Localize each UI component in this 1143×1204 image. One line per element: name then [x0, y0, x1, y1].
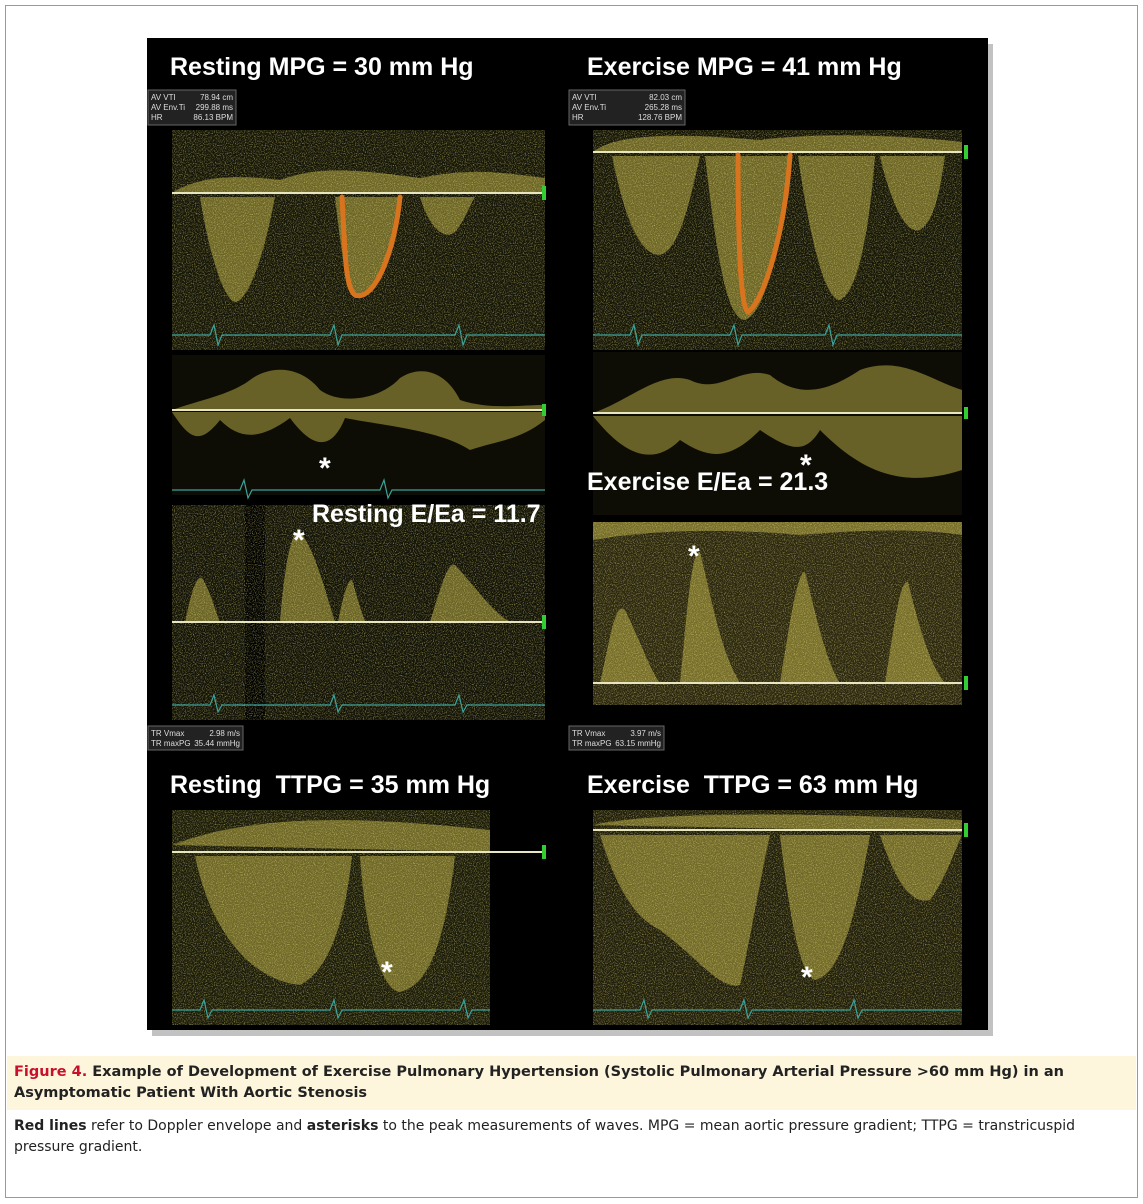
measurement-box: TR Vmax 2.98 m/s TR maxPG 35.44 mmHg	[148, 726, 243, 750]
box-label: TR maxPG	[572, 739, 612, 748]
measurement-box: AV VTI 78.94 cm AV Env.Ti 299.88 ms HR 8…	[148, 90, 236, 125]
box-value: 63.15 mmHg	[615, 739, 661, 748]
note-bold: Red lines	[14, 1118, 87, 1134]
box-label: AV VTI	[151, 93, 176, 102]
box-value: 78.94 cm	[200, 93, 233, 102]
box-label: AV VTI	[572, 93, 597, 102]
speckle	[172, 130, 545, 350]
box-label: HR	[572, 113, 584, 122]
box-value: 3.97 m/s	[630, 729, 661, 738]
marker	[542, 845, 546, 859]
asterisk: *	[688, 540, 700, 573]
marker	[542, 404, 546, 416]
marker	[964, 145, 968, 159]
box-value: 299.88 ms	[196, 103, 233, 112]
resting-e-ea: Resting E/Ea = 11.7	[312, 500, 541, 528]
caption-title: Figure 4. Example of Development of Exer…	[7, 1056, 1136, 1110]
speckle	[172, 810, 490, 1025]
resting-mpg: Resting MPG = 30 mm Hg	[170, 53, 474, 81]
asterisk: *	[293, 524, 305, 557]
marker	[964, 676, 968, 690]
marker	[542, 186, 546, 200]
box-value: 128.76 BPM	[638, 113, 682, 122]
box-label: HR	[151, 113, 163, 122]
figure: Resting MPG = 30 mm Hg Exercise MPG = 41…	[0, 0, 1143, 1050]
asterisk: *	[801, 961, 813, 994]
box-value: 2.98 m/s	[209, 729, 240, 738]
box-label: TR Vmax	[572, 729, 605, 738]
speckle	[593, 810, 962, 1025]
figure-label: Figure 4.	[14, 1064, 87, 1080]
speckle	[172, 505, 545, 720]
box-value: 86.13 BPM	[193, 113, 233, 122]
exercise-e-ea: Exercise E/Ea = 21.3	[587, 468, 828, 496]
resting-ttpg: Resting TTPG = 35 mm Hg	[170, 771, 490, 799]
speckle	[593, 522, 962, 705]
exercise-mpg: Exercise MPG = 41 mm Hg	[587, 53, 902, 81]
note-text: refer to Doppler envelope and	[87, 1118, 307, 1134]
note-bold: asterisks	[307, 1118, 379, 1134]
box-label: TR maxPG	[151, 739, 191, 748]
asterisk: *	[800, 449, 812, 482]
box-label: AV Env.Ti	[572, 103, 606, 112]
exercise-ttpg: Exercise TTPG = 63 mm Hg	[587, 771, 918, 799]
box-label: TR Vmax	[151, 729, 184, 738]
box-value: 82.03 cm	[649, 93, 682, 102]
marker	[542, 615, 546, 629]
page: Resting MPG = 30 mm Hg Exercise MPG = 41…	[0, 0, 1143, 1204]
box-value: 265.28 ms	[645, 103, 682, 112]
marker	[964, 407, 968, 419]
caption-note: Red lines refer to Doppler envelope and …	[14, 1116, 1124, 1158]
asterisk: *	[319, 452, 331, 485]
box-label: AV Env.Ti	[151, 103, 185, 112]
measurement-box: TR Vmax 3.97 m/s TR maxPG 63.15 mmHg	[569, 726, 664, 750]
measurement-box: AV VTI 82.03 cm AV Env.Ti 265.28 ms HR 1…	[569, 90, 685, 125]
box-value: 35.44 mmHg	[194, 739, 240, 748]
asterisk: *	[381, 956, 393, 989]
marker	[964, 823, 968, 837]
figure-title: Example of Development of Exercise Pulmo…	[14, 1064, 1064, 1101]
